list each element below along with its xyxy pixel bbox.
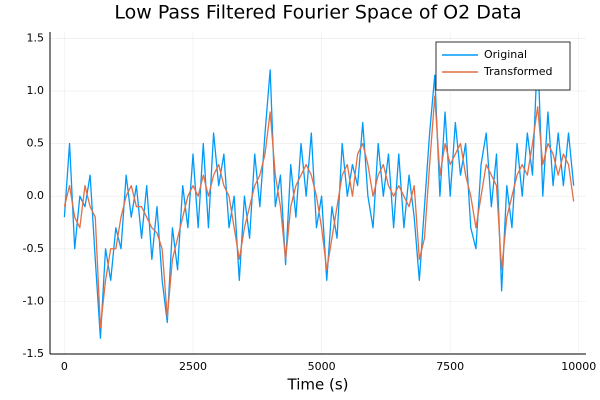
y-tick-label: -1.5 [23,347,44,360]
y-tick-label: -1.0 [23,294,44,307]
y-tick-label: 1.0 [27,84,45,97]
x-axis-label: Time (s) [287,376,349,394]
x-tick-label: 5000 [308,360,336,373]
y-tick-label: 0.5 [27,137,45,150]
x-tick-label: 10000 [561,360,596,373]
x-tick-label: 2500 [179,360,207,373]
legend-label: Original [484,48,527,61]
y-tick-label: -0.5 [23,242,44,255]
legend-label: Transformed [483,65,552,78]
x-tick-label: 0 [61,360,68,373]
y-tick-label: 0.0 [27,189,45,202]
legend-box [435,41,571,91]
series-line [63,95,575,329]
x-tick-label: 7500 [436,360,464,373]
chart-title: Low Pass Filtered Fourier Space of O2 Da… [114,2,521,24]
y-tick-label: 1.5 [27,31,45,44]
